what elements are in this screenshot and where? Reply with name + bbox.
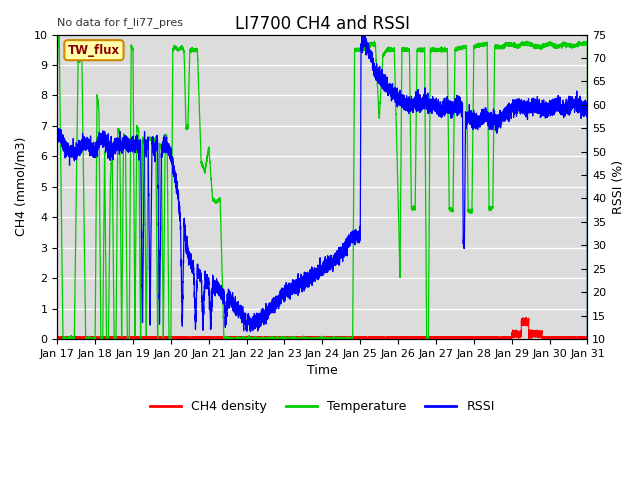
Title: LI7700 CH4 and RSSI: LI7700 CH4 and RSSI bbox=[235, 15, 410, 33]
Y-axis label: CH4 (mmol/m3): CH4 (mmol/m3) bbox=[15, 137, 28, 237]
Text: No data for f_li77_pres: No data for f_li77_pres bbox=[57, 18, 183, 28]
Legend: CH4 density, Temperature, RSSI: CH4 density, Temperature, RSSI bbox=[145, 395, 500, 418]
Y-axis label: RSSI (%): RSSI (%) bbox=[612, 160, 625, 214]
X-axis label: Time: Time bbox=[307, 364, 338, 377]
Text: TW_flux: TW_flux bbox=[68, 44, 120, 57]
